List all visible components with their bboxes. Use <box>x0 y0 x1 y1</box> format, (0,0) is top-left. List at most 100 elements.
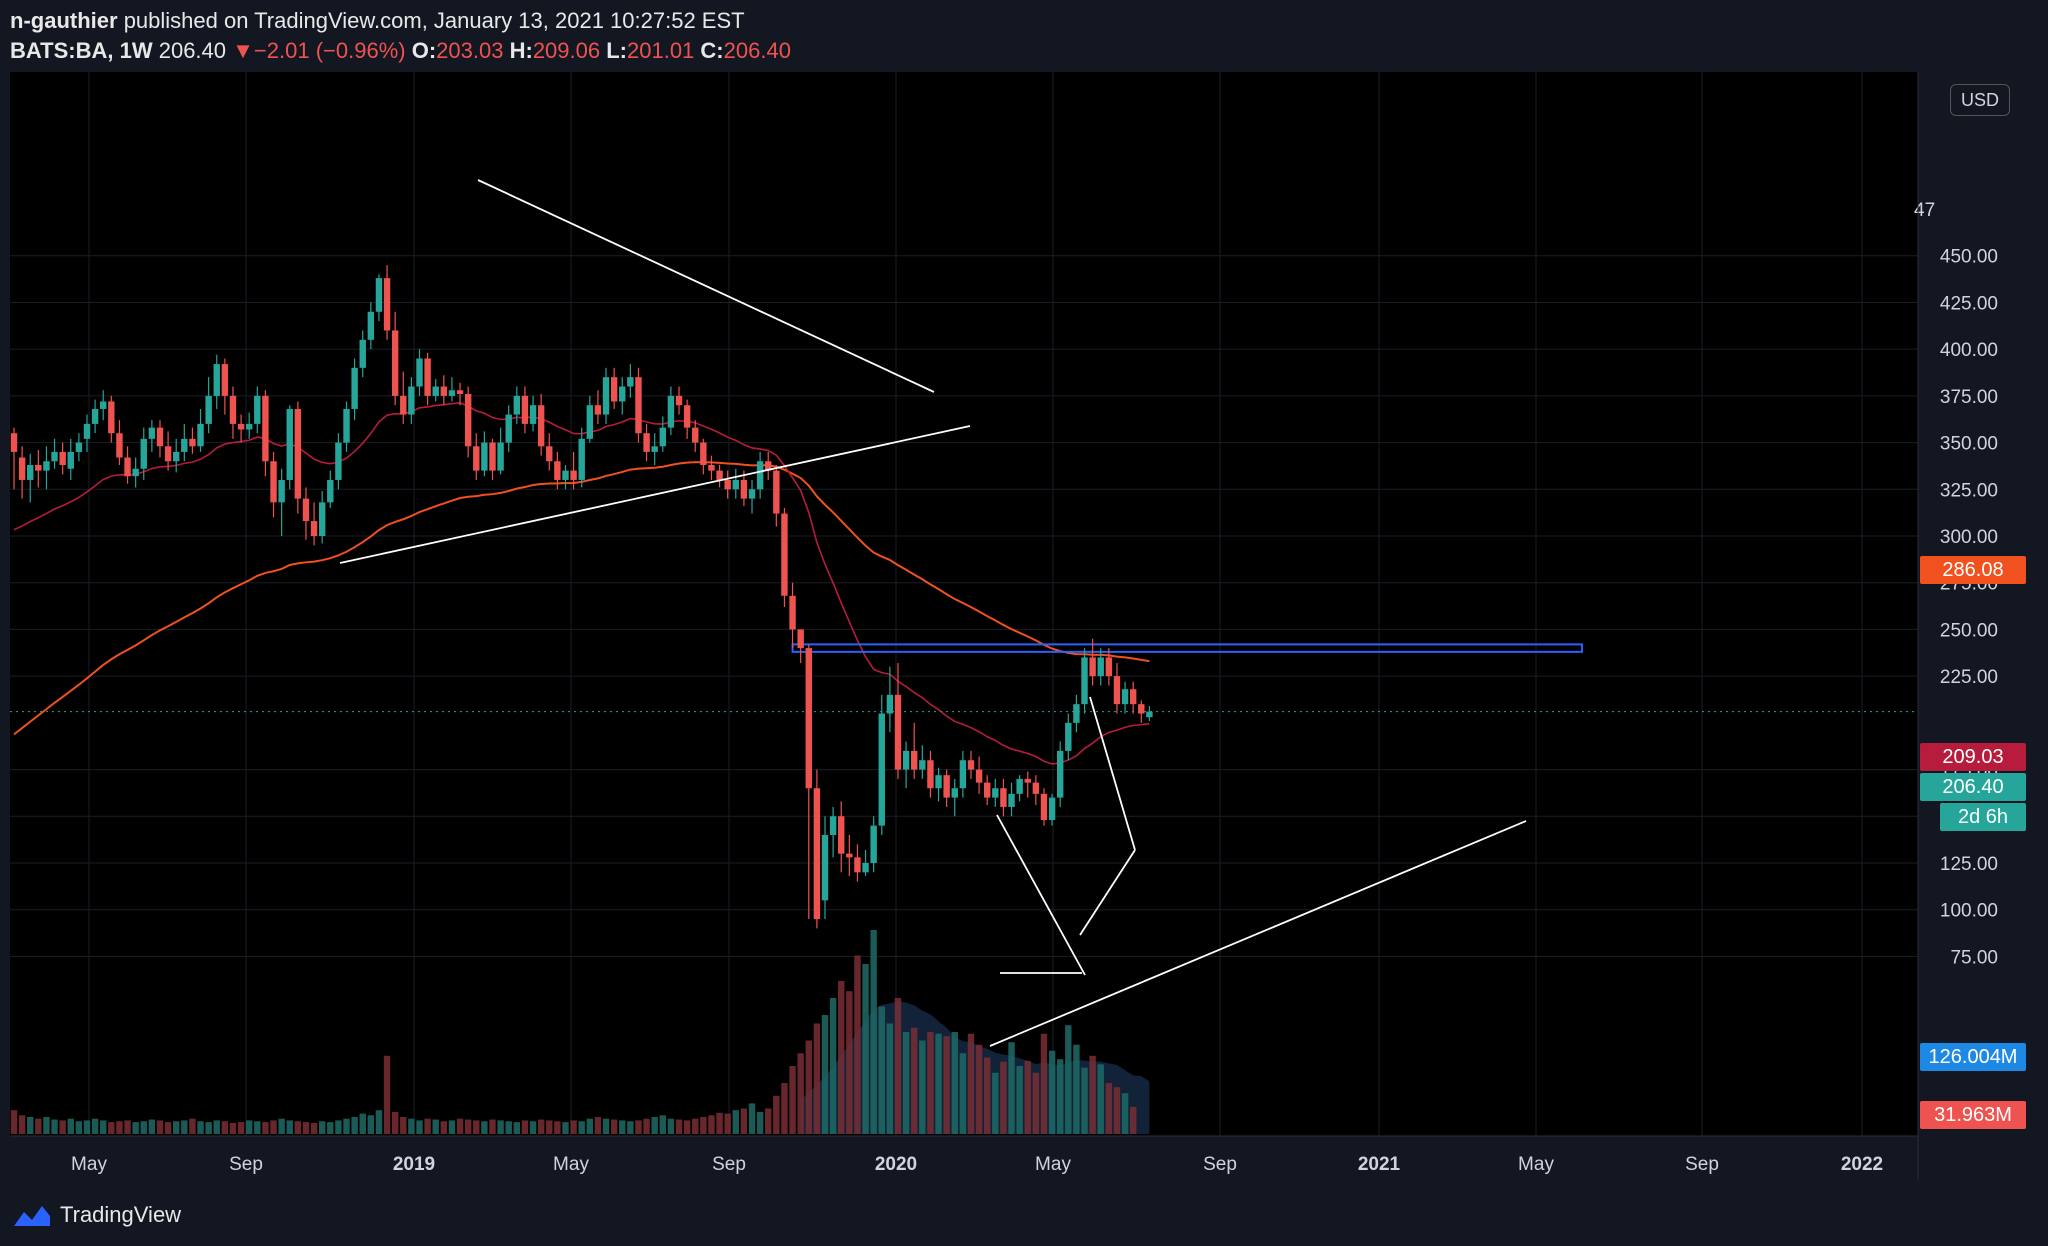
volume-bar <box>756 1111 764 1134</box>
candle-body <box>132 468 139 477</box>
candle-body <box>667 395 675 428</box>
candle-body <box>1146 711 1153 718</box>
trendline-flag-1 <box>996 814 1086 976</box>
y-tick-label: 250.00 <box>1940 620 1998 641</box>
candle-body <box>1032 782 1040 794</box>
volume-bar <box>570 1120 577 1134</box>
candle-body <box>83 423 91 439</box>
candle-body <box>894 694 902 770</box>
candle-body <box>627 377 634 387</box>
y-tick-label: 425.00 <box>1940 293 1998 314</box>
candle-body <box>862 862 869 873</box>
candle-body <box>237 423 245 430</box>
y-tick-label: 400.00 <box>1940 340 1998 361</box>
candle-body <box>902 750 910 770</box>
candle-body <box>262 395 269 462</box>
volume-bar <box>619 1120 626 1134</box>
volume-bar <box>724 1113 731 1134</box>
volume-bar <box>302 1122 310 1134</box>
volume-bar <box>75 1121 83 1134</box>
volume-bar <box>1000 1061 1007 1134</box>
volume-bar <box>408 1118 415 1134</box>
candle-body <box>351 367 358 409</box>
candle-body <box>59 451 66 465</box>
volume-bar <box>59 1120 66 1134</box>
volume-bar <box>537 1119 545 1134</box>
candle-body <box>400 395 407 415</box>
symbol-label[interactable]: BATS:BA, 1W <box>10 38 153 63</box>
ma-short-badge: 209.03 <box>1920 743 2026 771</box>
volume-bar <box>1121 1093 1129 1134</box>
candle-body <box>537 405 545 447</box>
candle-body <box>1089 657 1096 677</box>
candle-body <box>959 760 967 789</box>
volume-bar <box>27 1117 34 1134</box>
volume-bar <box>213 1120 220 1134</box>
candle-body <box>205 395 212 424</box>
candle-body <box>456 390 464 394</box>
volume-bar <box>821 1015 829 1134</box>
candle-body <box>927 760 934 789</box>
volume-bar <box>773 1095 780 1134</box>
candle-body <box>683 405 691 428</box>
volume-bar <box>351 1117 358 1134</box>
candle-body <box>1081 657 1088 705</box>
volume-bar <box>383 1055 391 1134</box>
candle-body <box>424 358 431 396</box>
volume-bar <box>521 1120 529 1134</box>
volume-bar <box>221 1121 229 1134</box>
volume-bar <box>716 1112 723 1134</box>
candle-body <box>335 442 342 480</box>
candle-body <box>740 479 748 499</box>
volume-bar <box>432 1119 439 1134</box>
candle-body <box>886 694 894 714</box>
volume-bar <box>992 1072 999 1134</box>
candle-body <box>619 386 626 402</box>
last-price-badge: 206.40 <box>1920 773 2026 801</box>
volume-bar <box>43 1117 50 1134</box>
ma-long-badge: 286.08 <box>1920 556 2026 584</box>
y-tick-label: 100.00 <box>1940 901 1998 922</box>
candle-body <box>245 423 253 430</box>
candle-body <box>635 377 642 434</box>
volume-bar <box>156 1120 164 1134</box>
volume-bar <box>181 1120 188 1134</box>
volume-bar <box>554 1121 561 1134</box>
currency-button[interactable]: USD <box>1950 84 2010 116</box>
tradingview-logo[interactable]: TradingView <box>12 1200 181 1230</box>
volume-bar <box>100 1120 107 1134</box>
candle-body <box>310 521 318 536</box>
volume-bar <box>400 1117 407 1134</box>
volume-bar <box>1040 1033 1048 1134</box>
candle-body <box>708 464 715 471</box>
volume-bar <box>359 1113 366 1134</box>
y-tick-label: 375.00 <box>1940 387 1998 408</box>
candle-body <box>643 433 650 452</box>
volume-bar <box>254 1121 261 1134</box>
candle-body <box>878 713 885 826</box>
volume-bar <box>416 1120 423 1134</box>
candle-body <box>464 393 472 447</box>
y-tick-label: 225.00 <box>1940 667 1998 688</box>
x-tick-label: 2020 <box>875 1154 917 1175</box>
volume-bar <box>1129 1106 1137 1134</box>
candle-body <box>91 408 99 424</box>
change-label: −2.01 (−0.96%) <box>253 38 406 63</box>
candle-body <box>748 489 756 499</box>
candle-body <box>659 427 666 447</box>
candle-body <box>1138 704 1145 714</box>
volume-bar <box>659 1115 666 1134</box>
volume-bar <box>140 1121 147 1134</box>
volume-bar <box>513 1122 521 1134</box>
candle-body <box>18 457 26 480</box>
candle-body <box>984 782 991 798</box>
volume-bar <box>911 1027 918 1134</box>
volume-bar <box>335 1120 342 1134</box>
volume-bar <box>294 1121 302 1134</box>
volume-ma-badge: 126.004M <box>1920 1043 2026 1071</box>
volume-bar <box>108 1122 115 1134</box>
volume-bar <box>327 1122 334 1134</box>
author-name[interactable]: n-gauthier <box>10 8 118 33</box>
candle-body <box>164 446 172 462</box>
